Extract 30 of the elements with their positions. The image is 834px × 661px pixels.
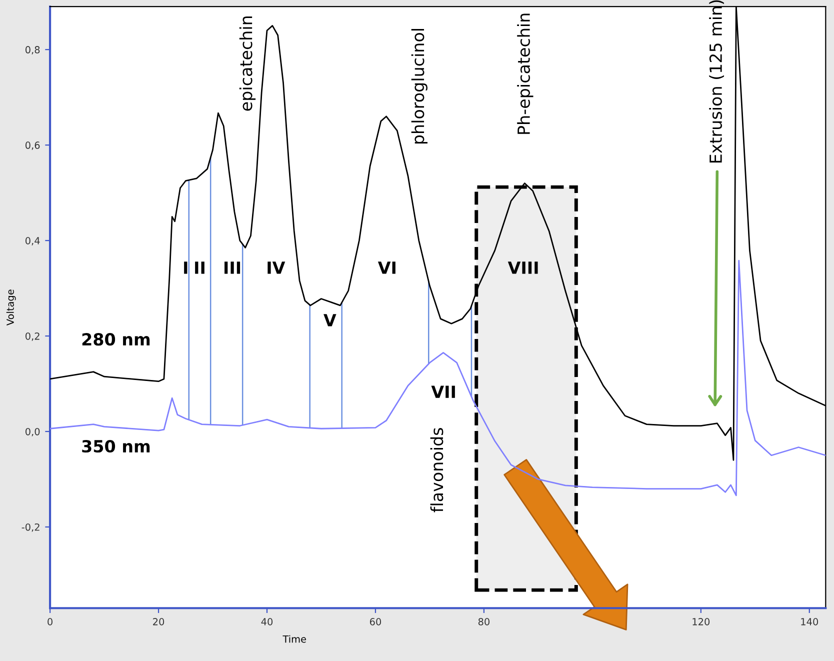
x-tick-label: 60 [370, 618, 382, 626]
series-label: 280 nm [82, 333, 150, 346]
annotation: III [224, 262, 240, 274]
y-tick-label: 0,0 [25, 428, 40, 436]
annotation: I [184, 262, 188, 274]
x-tick-label: 140 [801, 618, 818, 626]
annotation: Extrusion (125 min) [709, 0, 724, 163]
y-tick-label: 0,8 [25, 46, 40, 54]
annotation: V [324, 314, 336, 326]
x-tick-label: 20 [153, 618, 164, 626]
annotation: epicatechin [239, 16, 256, 111]
x-tick-label: 40 [261, 618, 273, 626]
annotation: VI [378, 262, 396, 274]
series-label: 350 nm [82, 440, 150, 453]
annotation: II [195, 262, 204, 274]
annotation: flavonoids [430, 428, 444, 512]
annotation: VII [431, 386, 455, 398]
x-tick-label: 0 [48, 618, 52, 626]
y-axis-title: Voltage [6, 290, 16, 326]
y-tick-label: 0,2 [25, 332, 40, 341]
annotation: IV [268, 262, 286, 274]
x-axis-title: Time [282, 635, 306, 643]
annotation: Ph-epicatechin [517, 14, 534, 134]
x-tick-label: 80 [478, 618, 490, 626]
y-tick-label: 0,4 [25, 237, 40, 246]
y-tick-label: -0,2 [22, 523, 40, 532]
x-tick-label: 120 [692, 618, 710, 626]
annotation: phloroglucinol [411, 29, 428, 144]
annotation: VIII [508, 262, 538, 274]
y-tick-label: 0,6 [25, 142, 40, 150]
